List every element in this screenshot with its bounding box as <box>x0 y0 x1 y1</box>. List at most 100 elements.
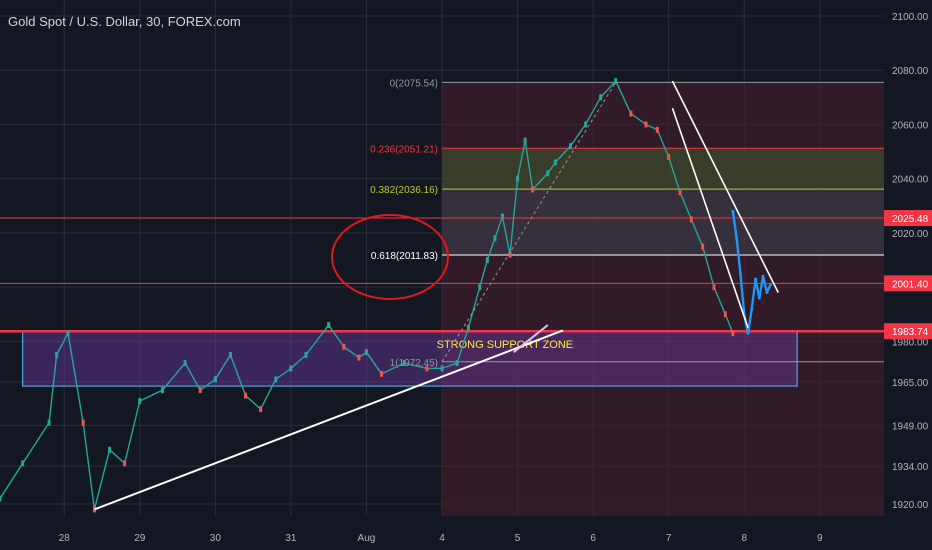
price-point <box>584 121 588 128</box>
overlay-point <box>731 209 735 213</box>
overlay-point <box>738 272 742 276</box>
overlay-point <box>769 282 773 286</box>
fib-level-label: 0(2075.54) <box>390 78 438 89</box>
yaxis-background <box>884 0 932 550</box>
price-point <box>667 153 671 160</box>
price-point <box>493 235 497 242</box>
price-point <box>244 392 248 399</box>
y-tick-label: 1920.00 <box>892 500 929 511</box>
price-tag <box>884 210 932 227</box>
fib-diagonal <box>441 82 617 363</box>
price-point <box>138 397 142 404</box>
price-point <box>455 360 459 367</box>
price-point <box>92 506 96 513</box>
x-tick-label: 6 <box>590 533 596 544</box>
price-point <box>440 365 444 372</box>
x-tick-label: 8 <box>741 533 747 544</box>
yaxis-layer: 1920.001934.001949.001965.001980.002000.… <box>884 0 932 550</box>
price-point <box>568 143 572 150</box>
price-series-line <box>0 80 734 511</box>
price-point <box>466 324 470 331</box>
overlay-point <box>746 331 750 335</box>
price-point <box>55 351 59 358</box>
channel-line <box>671 107 749 329</box>
overlay-point <box>761 274 765 278</box>
price-point <box>213 376 217 383</box>
price-point <box>655 126 659 133</box>
price-point <box>425 365 429 372</box>
price-point <box>274 376 278 383</box>
price-point <box>689 216 693 223</box>
annot-layer <box>94 80 779 511</box>
price-point <box>0 495 2 502</box>
support-zone-box <box>22 330 798 387</box>
hline-layer: 0(2075.54) 0.236(2051.21) 0.382(2036.16) 0.… <box>0 78 884 369</box>
price-point <box>327 322 331 329</box>
price-point <box>599 94 603 101</box>
y-tick-label: 1965.00 <box>892 378 929 389</box>
price-point <box>629 110 633 117</box>
fib-level-label: 0.382(2036.16) <box>370 185 438 196</box>
fib-level-label: 1(1972.45) <box>390 358 438 369</box>
price-point <box>731 330 735 337</box>
x-tick-label: 30 <box>210 533 222 544</box>
y-tick-label: 1980.00 <box>892 337 929 348</box>
price-point <box>364 349 368 356</box>
price-tag <box>884 275 932 292</box>
overlay-point <box>750 307 754 311</box>
price-point <box>198 387 202 394</box>
chart-title: Gold Spot / U.S. Dollar, 30, FOREX.com <box>8 14 241 29</box>
price-point <box>508 251 512 258</box>
price-point <box>485 257 489 263</box>
price-point <box>47 419 51 426</box>
price-point <box>66 330 70 337</box>
y-tick-label: 1934.00 <box>892 462 929 473</box>
x-tick-label: 31 <box>285 533 297 544</box>
price-point <box>553 159 557 166</box>
price-point <box>516 175 520 182</box>
price-point <box>614 78 618 85</box>
zone-layer: STRONG SUPPORT ZONE <box>22 330 798 387</box>
fib-band-0236-0382 <box>442 148 884 190</box>
support-zone-label: STRONG SUPPORT ZONE <box>437 339 574 351</box>
series-layer <box>0 78 773 513</box>
price-point <box>701 243 705 250</box>
price-point <box>712 284 716 291</box>
x-tick-label: 7 <box>666 533 672 544</box>
price-point <box>289 365 293 372</box>
xaxis-background <box>0 516 932 550</box>
overlay-point <box>735 236 739 240</box>
fib-background-region <box>442 82 884 516</box>
price-point <box>259 406 263 413</box>
price-point <box>523 137 527 144</box>
y-tick-label: 2020.00 <box>892 229 929 240</box>
price-point <box>678 189 682 196</box>
y-tick-label: 2080.00 <box>892 66 929 77</box>
trendline <box>94 329 564 511</box>
fib-level-label: 0.236(2051.21) <box>370 144 438 155</box>
highlight-ellipse <box>331 214 449 301</box>
x-tick-label: Aug <box>358 533 376 544</box>
price-point <box>304 351 308 358</box>
price-tag-label: 1983.74 <box>892 327 929 338</box>
price-point <box>478 284 482 291</box>
overlay-point <box>757 296 761 300</box>
price-point <box>500 213 504 220</box>
y-tick-label: 2100.00 <box>892 12 929 23</box>
price-point <box>123 460 127 467</box>
fib-level-label: 0.618(2011.83) <box>371 251 438 262</box>
price-point <box>531 186 535 193</box>
price-point <box>357 354 361 361</box>
x-tick-label: 29 <box>134 533 146 544</box>
x-tick-label: 9 <box>817 533 823 544</box>
price-point <box>723 311 727 318</box>
price-point <box>228 351 232 358</box>
xaxis-layer: 28 29 30 31 Aug 4 5 6 7 8 9 <box>0 516 932 550</box>
price-point <box>380 370 384 377</box>
price-point <box>21 460 25 467</box>
y-tick-label: 2060.00 <box>892 120 929 131</box>
y-tick-label: 2040.00 <box>892 175 929 186</box>
fib-region-layer <box>442 82 884 516</box>
price-point <box>546 170 550 177</box>
